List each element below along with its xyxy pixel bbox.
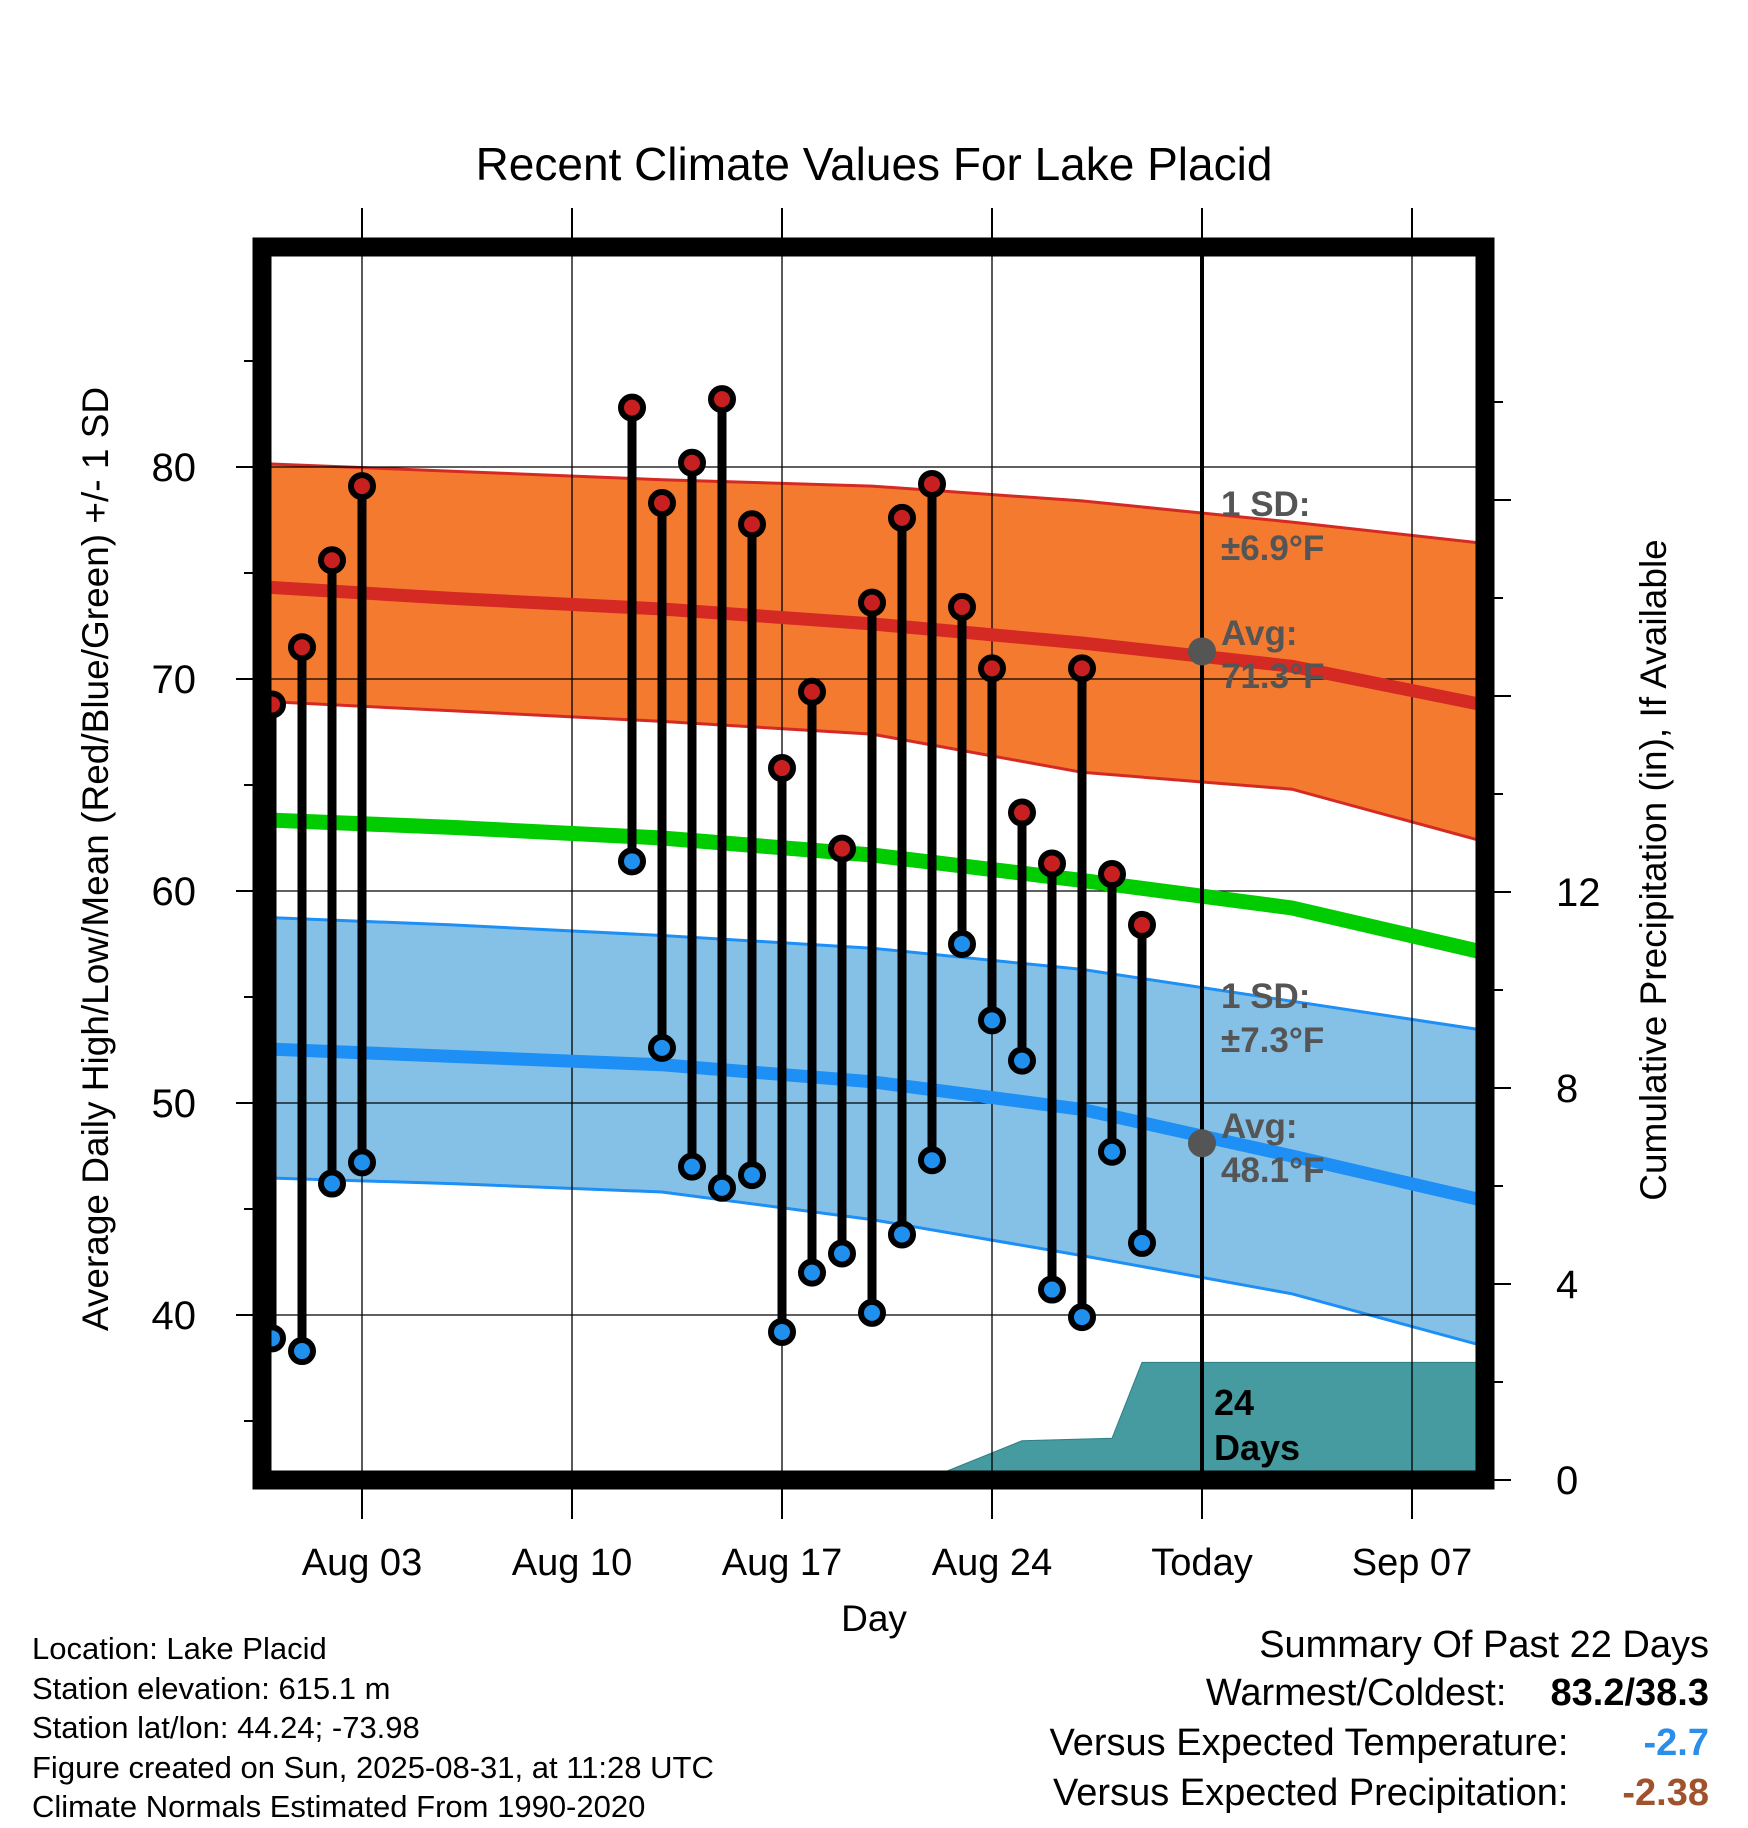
high-avg-value: 71.3°F	[1221, 657, 1325, 696]
precip-row: Versus Expected Precipitation: -2.38	[1050, 1768, 1709, 1818]
chart-title: Recent Climate Values For Lake Placid	[476, 138, 1273, 190]
plot-area: 1 SD: ±6.9°F Avg: 71.3°F 1 SD: ±7.3°F Avg: 48.1…	[152, 208, 1601, 1584]
high-marker	[318, 546, 346, 575]
y-tick-label: 60	[152, 870, 197, 914]
high-marker	[1008, 798, 1036, 827]
warm-cold-value: 83.2/38.3	[1550, 1672, 1709, 1714]
elevation-text: Station elevation: 615.1 m	[32, 1670, 391, 1706]
low-marker	[1068, 1303, 1096, 1332]
days-number: 24	[1214, 1382, 1254, 1423]
low-marker	[1008, 1046, 1036, 1075]
high-marker	[348, 472, 376, 501]
warm-cold-row: Warmest/Coldest: 83.2/38.3	[1050, 1668, 1709, 1718]
precip-label: Versus Expected Precipitation:	[1053, 1772, 1569, 1814]
y-tick-label: 80	[152, 446, 197, 490]
summary-title: Summary Of Past 22 Days	[1259, 1624, 1709, 1666]
low-marker	[738, 1161, 766, 1190]
high-sd-value: ±6.9°F	[1221, 529, 1324, 568]
y-axis-label: Average Daily High/Low/Mean (Red/Blue/Gr…	[75, 387, 116, 1331]
high-marker	[288, 633, 316, 662]
x-tick-label: Aug 24	[932, 1542, 1052, 1584]
low-marker	[978, 1006, 1006, 1035]
temp-value: -2.7	[1643, 1722, 1709, 1764]
low-marker	[828, 1239, 856, 1268]
high-marker	[738, 510, 766, 539]
y-tick-label: 50	[152, 1082, 197, 1126]
low-sd-label: 1 SD:	[1221, 977, 1310, 1016]
low-marker	[648, 1033, 676, 1062]
latlon-text: Station lat/lon: 44.24; -73.98	[32, 1710, 420, 1745]
plot-frame	[252, 237, 1495, 1490]
high-marker	[918, 469, 946, 498]
x-tick-label: Today	[1151, 1542, 1252, 1584]
high-marker	[1098, 860, 1126, 889]
low-marker	[1038, 1275, 1066, 1304]
temp-label: Versus Expected Temperature:	[1049, 1722, 1569, 1764]
y2-axis-label: Cumulative Precipitation (in), If Availa…	[1633, 539, 1674, 1201]
location-text: Location: Lake Placid	[32, 1631, 327, 1666]
y2-tick-label: 0	[1556, 1459, 1578, 1503]
high-marker	[768, 754, 796, 783]
high-marker	[1128, 910, 1156, 939]
high-sd-label: 1 SD:	[1221, 485, 1310, 524]
x-tick-label: Sep 07	[1352, 1542, 1472, 1584]
high-marker	[948, 592, 976, 621]
days-label: Days	[1214, 1427, 1300, 1468]
high-marker	[828, 834, 856, 863]
low-marker	[768, 1317, 796, 1346]
high-avg-marker	[1188, 637, 1216, 666]
low-avg-label: Avg:	[1221, 1107, 1297, 1146]
temp-row: Versus Expected Temperature: -2.7	[1050, 1718, 1709, 1768]
high-marker	[978, 654, 1006, 683]
low-avg-value: 48.1°F	[1221, 1151, 1325, 1190]
high-marker	[858, 588, 886, 617]
y2-tick-label: 4	[1556, 1263, 1578, 1307]
high-marker	[1068, 654, 1096, 683]
x-tick-label: Aug 03	[302, 1542, 422, 1584]
x-axis-label: Day	[841, 1598, 907, 1639]
y-tick-label: 40	[152, 1294, 197, 1338]
high-marker	[678, 448, 706, 477]
normals-text: Climate Normals Estimated From 1990-2020	[32, 1789, 646, 1824]
low-marker	[858, 1298, 886, 1327]
low-marker	[618, 847, 646, 876]
precip-value: -2.38	[1622, 1772, 1709, 1814]
low-marker	[708, 1173, 736, 1202]
high-marker	[798, 677, 826, 706]
plot-interior: 1 SD: ±6.9°F Avg: 71.3°F 1 SD: ±7.3°F Avg: 48.1…	[262, 247, 1485, 1480]
y2-tick-label: 12	[1556, 871, 1601, 915]
high-marker	[648, 489, 676, 518]
station-info: Location: Lake Placid Station elevation:…	[32, 1629, 714, 1827]
high-marker	[1038, 849, 1066, 878]
low-marker	[888, 1220, 916, 1249]
created-text: Figure created on Sun, 2025-08-31, at 11…	[32, 1749, 714, 1785]
low-marker	[1098, 1137, 1126, 1166]
precip-area	[811, 1361, 1485, 1480]
low-marker	[348, 1148, 376, 1177]
low-marker	[288, 1337, 316, 1366]
low-avg-marker	[1188, 1129, 1216, 1158]
summary-panel: Summary Of Past 22 Days Warmest/Coldest:…	[1050, 1622, 1709, 1818]
high-marker	[618, 393, 646, 422]
low-marker	[918, 1146, 946, 1175]
high-upper-line	[262, 462, 1485, 546]
low-marker	[798, 1258, 826, 1287]
low-marker	[1128, 1228, 1156, 1257]
low-sd-value: ±7.3°F	[1221, 1021, 1324, 1060]
y2-tick-label: 8	[1556, 1067, 1578, 1111]
x-tick-label: Aug 10	[512, 1542, 632, 1584]
low-marker	[948, 930, 976, 958]
y-tick-label: 70	[152, 658, 197, 702]
x-tick-label: Aug 17	[722, 1542, 842, 1584]
high-marker	[888, 503, 916, 532]
high-marker	[708, 385, 736, 414]
high-avg-label: Avg:	[1221, 614, 1297, 653]
low-marker	[678, 1152, 706, 1181]
low-marker	[318, 1169, 346, 1198]
warm-cold-label: Warmest/Coldest:	[1205, 1672, 1507, 1714]
